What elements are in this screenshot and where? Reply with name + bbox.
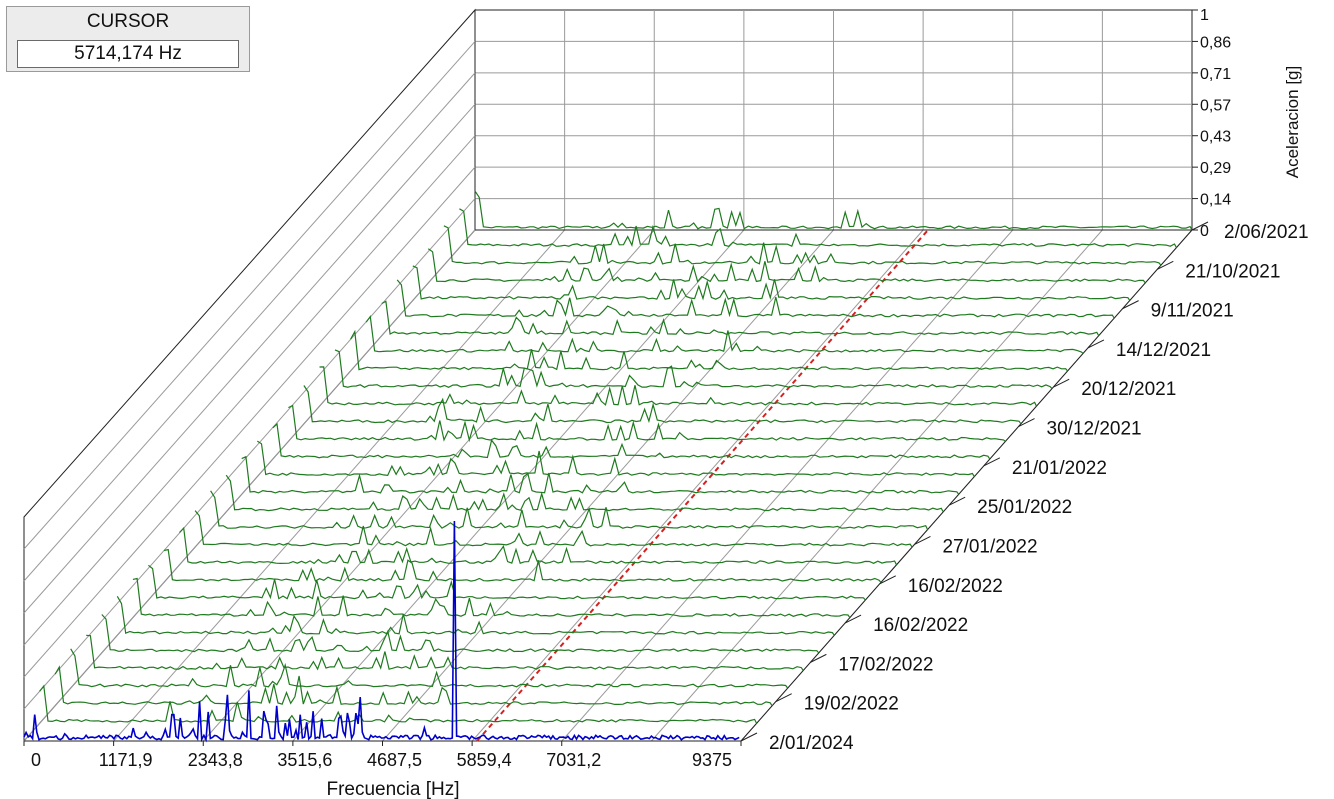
history-trace bbox=[474, 190, 1193, 231]
z-tick-label: 0,43 bbox=[1200, 129, 1231, 146]
date-label: 14/12/2021 bbox=[1116, 340, 1211, 361]
cursor-value-field[interactable]: 5714,174 Hz bbox=[17, 40, 239, 68]
date-tick bbox=[1053, 378, 1070, 388]
x-tick-label: 5859,4 bbox=[457, 750, 512, 770]
spectrum-traces bbox=[23, 190, 1193, 743]
date-tick bbox=[983, 457, 1001, 467]
date-tick bbox=[1157, 260, 1174, 270]
x-tick-label: 4687,5 bbox=[367, 750, 422, 770]
x-axis-label: Frecuencia [Hz] bbox=[326, 779, 459, 799]
x-tick-label: 2343,8 bbox=[188, 750, 243, 770]
date-label: 2/01/2024 bbox=[769, 733, 854, 754]
history-trace bbox=[443, 225, 1162, 266]
left-wall-grid bbox=[23, 41, 476, 550]
history-trace bbox=[396, 279, 1115, 319]
left-wall-grid bbox=[23, 103, 476, 614]
history-trace bbox=[459, 208, 1177, 248]
z-tick-label: 0,86 bbox=[1200, 34, 1231, 51]
floor-grid-depth bbox=[651, 229, 1103, 742]
date-tick bbox=[879, 575, 896, 585]
history-trace bbox=[241, 455, 960, 495]
date-tick bbox=[740, 732, 758, 742]
date-label: 21/01/2022 bbox=[1012, 458, 1107, 479]
floor-right-edge bbox=[740, 229, 1193, 742]
z-tick-label: 0,71 bbox=[1200, 66, 1231, 83]
x-tick-label: 7031,2 bbox=[546, 750, 601, 770]
date-label: 9/11/2021 bbox=[1151, 301, 1234, 322]
date-tick bbox=[1018, 418, 1035, 427]
history-trace bbox=[365, 315, 1084, 354]
history-trace bbox=[70, 648, 789, 689]
cursor-line bbox=[476, 229, 929, 742]
history-trace bbox=[148, 564, 866, 601]
cursor-title: CURSOR bbox=[86, 11, 170, 32]
history-trace bbox=[210, 490, 929, 530]
history-trace bbox=[288, 404, 1006, 443]
history-trace bbox=[86, 634, 804, 671]
floor-grid-depth bbox=[561, 229, 1014, 742]
history-trace bbox=[256, 440, 975, 478]
history-trace bbox=[412, 265, 1131, 301]
z-tick-label: 0 bbox=[1200, 223, 1209, 240]
date-label: 2/06/2021 bbox=[1224, 222, 1309, 243]
chart-walls bbox=[23, 8, 1193, 743]
date-label: 27/01/2022 bbox=[942, 536, 1037, 557]
history-trace bbox=[116, 596, 835, 636]
z-tick-label: 1 bbox=[1200, 7, 1209, 24]
z-tick-label: 0,57 bbox=[1200, 97, 1231, 114]
date-label: 30/12/2021 bbox=[1047, 419, 1142, 440]
x-tick-label: 0 bbox=[31, 750, 41, 770]
z-axis-label: Aceleracion [g] bbox=[1283, 66, 1302, 178]
history-trace bbox=[179, 526, 898, 566]
history-trace bbox=[381, 300, 1100, 336]
cursor-panel: CURSOR 5714,174 Hz bbox=[6, 6, 250, 72]
date-label: 16/02/2022 bbox=[908, 576, 1003, 597]
date-tick bbox=[914, 536, 931, 545]
history-trace bbox=[101, 614, 820, 654]
z-tick-label: 0,29 bbox=[1200, 160, 1231, 177]
date-tick bbox=[844, 614, 862, 624]
date-label: 21/10/2021 bbox=[1185, 261, 1280, 282]
date-label: 20/12/2021 bbox=[1081, 379, 1176, 400]
left-wall-grid bbox=[23, 166, 476, 678]
history-trace bbox=[225, 474, 944, 513]
x-tick-label: 1171,9 bbox=[99, 750, 153, 770]
date-label: 16/02/2022 bbox=[873, 615, 968, 636]
date-tick bbox=[948, 496, 966, 506]
x-tick-label: 3515,6 bbox=[277, 750, 332, 770]
latest-trace bbox=[23, 520, 740, 743]
chart-axes: 1 0,86 0,71 0,57 0,43 0,29 0,14 0 2/06/2021 21/10… bbox=[23, 7, 1309, 770]
history-trace bbox=[427, 248, 1146, 284]
history-trace bbox=[163, 548, 882, 583]
history-trace bbox=[334, 349, 1053, 390]
floor-grid-depth bbox=[382, 229, 834, 742]
date-tick bbox=[1087, 339, 1105, 349]
date-label: 17/02/2022 bbox=[838, 654, 933, 675]
history-trace bbox=[350, 329, 1069, 372]
date-label: 25/01/2022 bbox=[977, 497, 1072, 518]
history-trace bbox=[54, 665, 773, 707]
date-tick bbox=[775, 693, 792, 703]
date-tick bbox=[1191, 221, 1209, 231]
history-trace bbox=[319, 366, 1038, 407]
left-wall-grid bbox=[23, 135, 476, 646]
left-wall-grid bbox=[23, 72, 476, 582]
history-trace bbox=[39, 684, 758, 724]
floor-grid-depth bbox=[292, 229, 745, 742]
history-trace bbox=[132, 577, 851, 619]
history-trace bbox=[272, 422, 991, 460]
z-tick-label: 0,14 bbox=[1200, 192, 1231, 209]
date-tick bbox=[1122, 300, 1139, 310]
history-trace bbox=[194, 510, 913, 548]
date-label: 19/02/2022 bbox=[804, 694, 899, 715]
history-trace bbox=[303, 385, 1022, 425]
date-tick bbox=[810, 653, 827, 663]
x-tick-label: 9375 bbox=[692, 750, 732, 770]
